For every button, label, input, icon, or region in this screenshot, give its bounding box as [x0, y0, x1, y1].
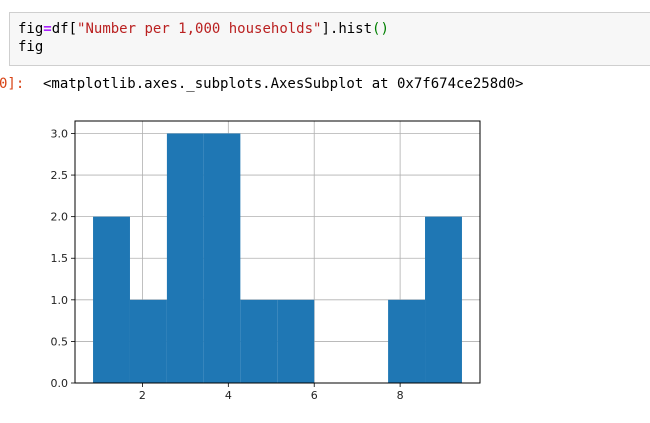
- histogram-bar: [425, 216, 462, 383]
- histogram-bar: [93, 216, 130, 383]
- y-tick-label: 2.0: [51, 211, 69, 224]
- histogram-bar: [203, 133, 241, 383]
- histogram-bar: [240, 299, 278, 383]
- y-tick-label: 3.0: [51, 127, 69, 140]
- histogram-bar: [277, 299, 315, 383]
- histogram-chart: 2 4 6 8 0.0 0.5 1.0 1.5 2.0 2.5 3.0: [51, 120, 481, 402]
- histogram-bar: [388, 299, 426, 383]
- code-cell[interactable]: fig=df["Number per 1,000 households"].hi…: [9, 12, 650, 66]
- output-prompt: 0]:: [0, 76, 25, 92]
- code-expr: df[: [51, 21, 78, 37]
- histogram-bar: [166, 133, 204, 383]
- axes-frame: [74, 120, 481, 384]
- x-tick-label: 8: [397, 389, 404, 402]
- y-tick-label: 1.5: [51, 252, 69, 265]
- y-tick-label: 1.0: [51, 294, 69, 307]
- code-var: fig: [18, 21, 44, 37]
- y-tick-label: 0.5: [51, 335, 69, 348]
- code-method: ].hist: [321, 21, 373, 37]
- ticks-layer: 2 4 6 8 0.0 0.5 1.0 1.5 2.0 2.5 3.0: [51, 127, 404, 402]
- code-parens: (): [372, 21, 389, 37]
- y-tick-label: 0.0: [51, 377, 69, 390]
- y-tick-label: 2.5: [51, 169, 69, 182]
- output-text: <matplotlib.axes._subplots.AxesSubplot a…: [43, 76, 524, 92]
- code-string: "Number per 1,000 households": [77, 21, 322, 37]
- code-line-1[interactable]: fig=df["Number per 1,000 households"].hi…: [18, 20, 389, 38]
- code-operator: =: [43, 21, 52, 37]
- x-tick-label: 2: [139, 389, 146, 402]
- histogram-bar: [129, 299, 167, 383]
- x-tick-label: 6: [311, 389, 318, 402]
- code-line-2[interactable]: fig: [18, 39, 44, 55]
- bars-layer: [93, 133, 462, 383]
- x-tick-label: 4: [225, 389, 232, 402]
